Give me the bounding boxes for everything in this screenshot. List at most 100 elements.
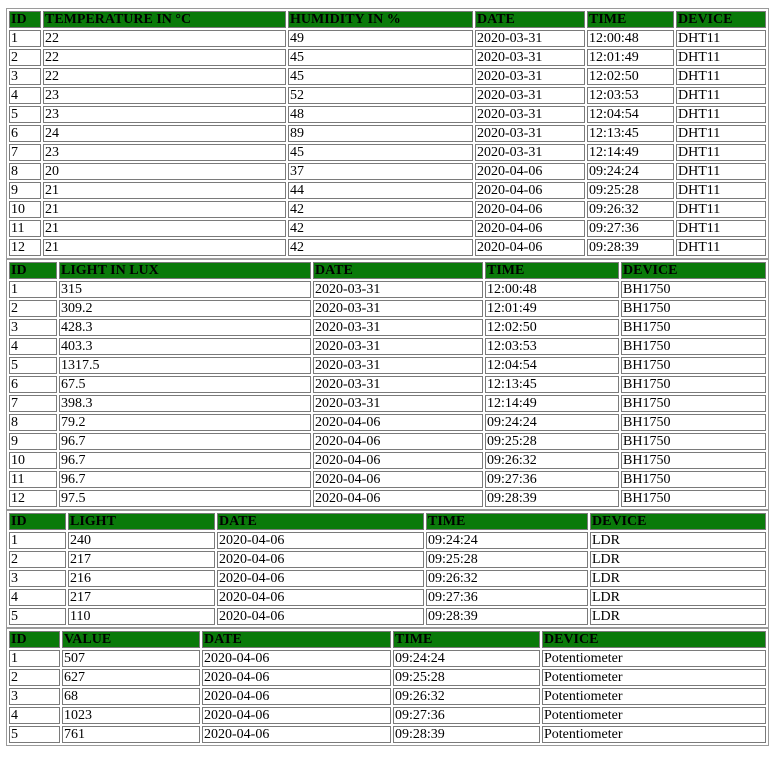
table-cell: LDR [590, 570, 766, 587]
table-cell: 1 [9, 281, 57, 298]
table-cell: 09:24:24 [587, 163, 674, 180]
table-cell: 12:04:54 [485, 357, 619, 374]
table-cell: 4 [9, 338, 57, 355]
table-cell: DHT11 [676, 182, 766, 199]
table-cell: 2 [9, 669, 60, 686]
column-header: VALUE [62, 631, 200, 648]
table-cell: 12:03:53 [587, 87, 674, 104]
table-cell: 5 [9, 726, 60, 743]
table-cell: 20 [43, 163, 286, 180]
column-header: DEVICE [590, 513, 766, 530]
column-header: DATE [217, 513, 424, 530]
table-cell: 2020-03-31 [475, 144, 585, 161]
table-cell: 42 [288, 239, 473, 256]
table-cell: 11 [9, 471, 57, 488]
table-cell: 4 [9, 87, 41, 104]
table-cell: 45 [288, 68, 473, 85]
column-header: ID [9, 11, 41, 28]
table-cell: 2020-03-31 [313, 395, 483, 412]
table-cell: 24 [43, 125, 286, 142]
column-header: DEVICE [621, 262, 766, 279]
table-cell: LDR [590, 551, 766, 568]
table-cell: BH1750 [621, 338, 766, 355]
column-header: TIME [393, 631, 540, 648]
table-cell: 09:26:32 [485, 452, 619, 469]
table-cell: 09:24:24 [393, 650, 540, 667]
table-cell: 2020-03-31 [313, 319, 483, 336]
column-header: TIME [587, 11, 674, 28]
table-cell: 2020-04-06 [313, 414, 483, 431]
table-cell: 2020-03-31 [313, 376, 483, 393]
table-cell: LDR [590, 608, 766, 625]
table-cell: 23 [43, 106, 286, 123]
table-row: 1 507 2020-04-06 09:24:24 Potentiometer [9, 650, 766, 667]
column-header: DATE [202, 631, 391, 648]
table-cell: DHT11 [676, 220, 766, 237]
table-row: 5 761 2020-04-06 09:28:39 Potentiometer [9, 726, 766, 743]
column-header: TEMPERATURE IN °C [43, 11, 286, 28]
column-header: TIME [485, 262, 619, 279]
table-cell: 09:24:24 [485, 414, 619, 431]
table-cell: 48 [288, 106, 473, 123]
table-cell: 2 [9, 49, 41, 66]
table-cell: 12 [9, 239, 41, 256]
table-cell: 2020-03-31 [313, 338, 483, 355]
table-cell: 2020-03-31 [313, 281, 483, 298]
table-cell: DHT11 [676, 144, 766, 161]
table-cell: 68 [62, 688, 200, 705]
table-cell: 1 [9, 650, 60, 667]
table-row: 2 309.2 2020-03-31 12:01:49 BH1750 [9, 300, 766, 317]
table-cell: 315 [59, 281, 311, 298]
table-cell: 3 [9, 319, 57, 336]
table-cell: 2020-04-06 [313, 490, 483, 507]
table-cell: 7 [9, 144, 41, 161]
table-cell: 2020-04-06 [475, 182, 585, 199]
table-cell: 09:25:28 [587, 182, 674, 199]
table-cell: 3 [9, 570, 66, 587]
bh1750-readings-table: ID LIGHT IN LUX DATE TIME DEVICE 1 315 2020-03-… [6, 259, 769, 510]
table-cell: DHT11 [676, 125, 766, 142]
column-header: TIME [426, 513, 588, 530]
table-cell: Potentiometer [542, 726, 766, 743]
column-header: DATE [313, 262, 483, 279]
table-cell: BH1750 [621, 300, 766, 317]
table-header-row: ID LIGHT IN LUX DATE TIME DEVICE [9, 262, 766, 279]
table-cell: 12:13:45 [587, 125, 674, 142]
table-cell: 627 [62, 669, 200, 686]
table-cell: 9 [9, 182, 41, 199]
table-cell: 12:02:50 [485, 319, 619, 336]
table-row: 7 23 45 2020-03-31 12:14:49 DHT11 [9, 144, 766, 161]
table-cell: 96.7 [59, 433, 311, 450]
column-header: ID [9, 262, 57, 279]
table-cell: 42 [288, 220, 473, 237]
table-cell: 09:25:28 [485, 433, 619, 450]
table-cell: 5 [9, 106, 41, 123]
table-cell: DHT11 [676, 239, 766, 256]
table-row: 3 216 2020-04-06 09:26:32 LDR [9, 570, 766, 587]
table-cell: Potentiometer [542, 707, 766, 724]
table-cell: 110 [68, 608, 215, 625]
table-cell: 09:28:39 [393, 726, 540, 743]
table-cell: 6 [9, 376, 57, 393]
table-row: 5 1317.5 2020-03-31 12:04:54 BH1750 [9, 357, 766, 374]
table-cell: 12:01:49 [587, 49, 674, 66]
table-cell: Potentiometer [542, 688, 766, 705]
table-cell: 2020-03-31 [475, 125, 585, 142]
table-cell: BH1750 [621, 376, 766, 393]
table-cell: 09:27:36 [485, 471, 619, 488]
table-row: 5 23 48 2020-03-31 12:04:54 DHT11 [9, 106, 766, 123]
table-cell: 10 [9, 452, 57, 469]
table-cell: Potentiometer [542, 669, 766, 686]
table-cell: 09:26:32 [393, 688, 540, 705]
table-cell: 09:28:39 [485, 490, 619, 507]
table-cell: 2020-04-06 [313, 471, 483, 488]
table-row: 2 627 2020-04-06 09:25:28 Potentiometer [9, 669, 766, 686]
table-cell: 12:01:49 [485, 300, 619, 317]
table-row: 4 1023 2020-04-06 09:27:36 Potentiometer [9, 707, 766, 724]
table-cell: 217 [68, 551, 215, 568]
table-cell: 09:24:24 [426, 532, 588, 549]
table-cell: 12:02:50 [587, 68, 674, 85]
table-cell: 2020-04-06 [217, 608, 424, 625]
table-cell: 1 [9, 532, 66, 549]
table-row: 2 217 2020-04-06 09:25:28 LDR [9, 551, 766, 568]
